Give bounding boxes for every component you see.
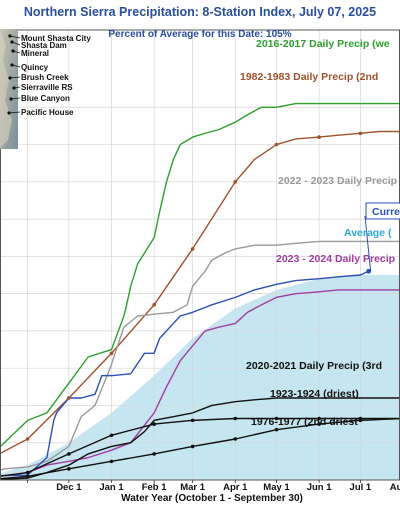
series-markers bbox=[25, 131, 363, 479]
station-map-inset: Mount Shasta City Shasta Dam Mineral Qui… bbox=[0, 29, 91, 149]
series-point-second_wettest bbox=[233, 180, 238, 184]
series-point-second_wettest bbox=[358, 131, 363, 136]
series-point-second_driest bbox=[190, 444, 195, 449]
series-point-second_driest bbox=[317, 422, 321, 426]
series-point-driest bbox=[152, 422, 156, 426]
series-point-driest bbox=[317, 416, 321, 421]
station-label: Pacific House bbox=[21, 108, 74, 117]
station-label: Blue Canyon bbox=[21, 94, 70, 103]
x-tick-label: Jun 1 bbox=[307, 482, 333, 493]
series-point-second_driest bbox=[67, 467, 71, 471]
series-point-second_driest bbox=[109, 459, 114, 464]
series-line-y2022 bbox=[0, 240, 400, 472]
series-point-second_driest bbox=[233, 437, 238, 441]
current-label-box bbox=[365, 202, 400, 220]
series-point-second_wettest bbox=[152, 303, 156, 307]
series-line-wettest bbox=[0, 102, 400, 448]
series-point-second_wettest bbox=[67, 396, 71, 400]
series-point-driest bbox=[233, 416, 238, 421]
series-line-driest bbox=[0, 417, 400, 477]
series-point-driest bbox=[25, 470, 30, 475]
series-point-second_wettest bbox=[317, 135, 321, 139]
series-lines bbox=[0, 102, 400, 481]
series-point-second_wettest bbox=[274, 142, 279, 147]
series-point-second_wettest bbox=[25, 437, 30, 441]
station-label: Sierraville RS bbox=[21, 83, 73, 92]
series-label-wettest: 2016-2017 Daily Precip (we bbox=[256, 38, 390, 50]
map-ridge bbox=[0, 30, 12, 148]
series-label-driest: 1923-1924 (driest) bbox=[270, 388, 359, 400]
chart-subtitle: Percent of Average for this Date: 105% bbox=[108, 29, 291, 40]
series-point-driest bbox=[67, 452, 71, 456]
series-line-second_wettest bbox=[0, 130, 400, 455]
series-labels: 2016-2017 Daily Precip (we 1982-1983 Dail… bbox=[240, 38, 400, 428]
x-tick-label: Apr 1 bbox=[223, 482, 248, 493]
station-label: Mineral bbox=[21, 49, 49, 58]
chart-title: Northern Sierra Precipitation: 8-Station… bbox=[24, 5, 376, 19]
series-point-second_wettest bbox=[109, 351, 114, 356]
x-tick-label: Aug 1 bbox=[390, 482, 400, 493]
series-point-second_driest bbox=[152, 452, 156, 456]
series-label-current: Curre bbox=[372, 206, 400, 218]
current-pointer-line bbox=[364, 215, 372, 272]
series-line-current bbox=[0, 270, 369, 477]
gridlines bbox=[0, 30, 400, 480]
series-label-y2023: 2023 - 2024 Daily Precip bbox=[276, 253, 395, 265]
x-tick-label: Jul 1 bbox=[350, 482, 372, 493]
station-label: Quincy bbox=[21, 63, 49, 72]
station-label: Brush Creek bbox=[21, 73, 69, 82]
series-line-second_driest bbox=[0, 417, 400, 480]
series-point-driest bbox=[109, 433, 114, 438]
series-point-second_wettest bbox=[190, 247, 195, 251]
x-axis-ticks: Dec 1 Jan 1 Feb 1 Mar 1 Apr 1 May 1 Jun 1 Jul 1… bbox=[27, 480, 400, 493]
x-axis-label: Water Year (October 1 - September 30) bbox=[121, 493, 303, 504]
current-endpoint bbox=[366, 268, 372, 274]
series-label-third_driest: 2020-2021 Daily Precip (3rd bbox=[246, 360, 382, 372]
series-line-third_driest bbox=[0, 397, 400, 481]
x-tick-label: Mar 1 bbox=[180, 482, 206, 493]
series-label-second_driest: 1976-1977 (2nd driest bbox=[251, 416, 358, 428]
series-point-driest bbox=[274, 416, 279, 421]
plot-area-group bbox=[0, 29, 400, 481]
average-label: Average ( bbox=[344, 227, 392, 239]
x-tick-label: May 1 bbox=[263, 482, 290, 493]
series-point-second_driest bbox=[274, 427, 279, 432]
series-point-second_driest bbox=[25, 474, 30, 479]
x-tick-label: Jan 1 bbox=[99, 482, 124, 493]
average-area bbox=[0, 275, 400, 480]
series-line-y2023 bbox=[0, 289, 400, 477]
series-point-second_driest bbox=[358, 418, 363, 423]
x-tick-label: Dec 1 bbox=[56, 482, 82, 493]
x-tick-label: Feb 1 bbox=[142, 482, 168, 493]
series-label-second_wettest: 1982-1983 Daily Precip (2nd bbox=[240, 71, 378, 83]
series-point-driest bbox=[190, 418, 195, 423]
series-label-y2022: 2022 - 2023 Daily Precip bbox=[278, 175, 397, 187]
station-label: Mount Shasta City bbox=[21, 34, 91, 43]
station-leader-lines bbox=[8, 35, 21, 114]
station-label: Shasta Dam bbox=[21, 41, 67, 50]
